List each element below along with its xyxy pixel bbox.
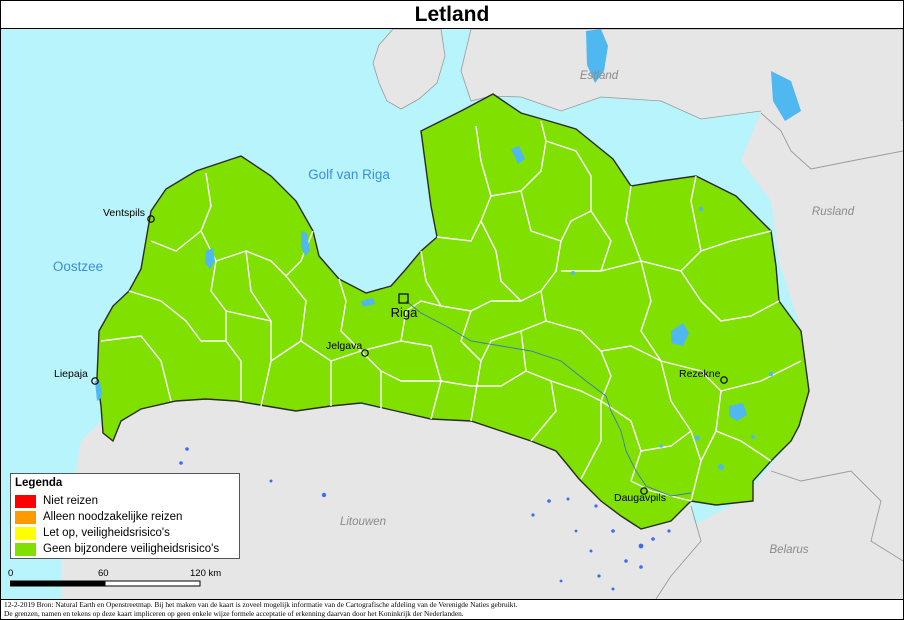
daugava-river [405, 300, 692, 497]
lake-lubans [671, 323, 689, 346]
city-marker-liepaja [91, 377, 99, 385]
southern-lakes [179, 447, 671, 591]
city-label-liepaja: Liepaja [54, 368, 88, 380]
city-label-jelgava: Jelgava [326, 340, 362, 352]
legend-label: Let op, veiligheidsrisico's [43, 527, 170, 539]
lake-liepaja [95, 381, 102, 401]
lake-engure [301, 231, 310, 256]
legend-swatch [15, 511, 36, 524]
lake-peipus [586, 29, 608, 83]
lake-small-4 [694, 435, 700, 441]
label-litouwen: Litouwen [340, 516, 386, 528]
scale-tick-60: 60 [98, 568, 109, 579]
lake-small-2 [571, 271, 575, 275]
legend-swatch [15, 543, 36, 556]
label-belarus: Belarus [770, 544, 809, 556]
legend: Legenda Niet reizen Alleen noodzakelijke… [10, 473, 240, 559]
east-land [471, 111, 903, 599]
label-rusland: Rusland [812, 206, 855, 218]
border-ru-by [770, 470, 903, 562]
city-marker-jelgava [361, 349, 369, 357]
footer-credits: 12-2-2019 Bron: Natural Earth en Openstr… [1, 599, 903, 619]
lake-small-5 [718, 464, 724, 470]
footer-line-2: De grenzen, namen en tekens op deze kaar… [4, 609, 464, 618]
capital-marker-riga [398, 293, 409, 304]
lake-small-3 [768, 371, 774, 377]
lake-usma [205, 248, 215, 269]
lake-small-1 [698, 206, 704, 212]
city-label-ventspils: Ventspils [103, 207, 145, 219]
lake-razna [729, 403, 747, 421]
municipal-borders [100, 120, 802, 502]
border-lt-by [655, 505, 702, 599]
city-label-rezekne: Rezekne [679, 368, 721, 380]
legend-label: Geen bijzondere veiligheidsrisico's [43, 543, 220, 555]
estonia-land [372, 29, 446, 110]
legend-swatch [15, 527, 36, 540]
scale-bar: 0 60 120 km [8, 568, 240, 594]
lake-babite [361, 298, 375, 307]
page-title: Letland [414, 3, 490, 26]
lake-peipus-south [771, 71, 801, 121]
footer-line-1: 12-2-2019 Bron: Natural Earth en Openstr… [4, 600, 518, 609]
label-estland: Estland [580, 70, 619, 82]
lake-small-7 [659, 444, 663, 448]
city-label-riga: Riga [391, 305, 419, 320]
city-marker-rezekne [720, 376, 728, 384]
legend-title: Legenda [15, 477, 63, 489]
label-golf-van-riga: Golf van Riga [308, 167, 390, 182]
scale-tick-120: 120 km [190, 568, 222, 579]
title-bar: Letland [1, 1, 903, 29]
city-marker-ventspils [147, 215, 155, 223]
scale-tick-0: 0 [8, 568, 14, 579]
legend-label: Niet reizen [43, 495, 98, 507]
label-oostzee: Oostzee [53, 259, 103, 274]
city-marker-daugavpils [640, 487, 648, 495]
lake-small-6 [751, 435, 755, 439]
border-ee-ru [760, 112, 903, 170]
lake-burtnieks [511, 146, 525, 164]
scale-bar-graphic [10, 580, 201, 587]
city-label-daugavpils: Daugavpils [614, 492, 666, 504]
legend-swatch [15, 495, 36, 508]
legend-label: Alleen noodzakelijke reizen [43, 511, 183, 523]
